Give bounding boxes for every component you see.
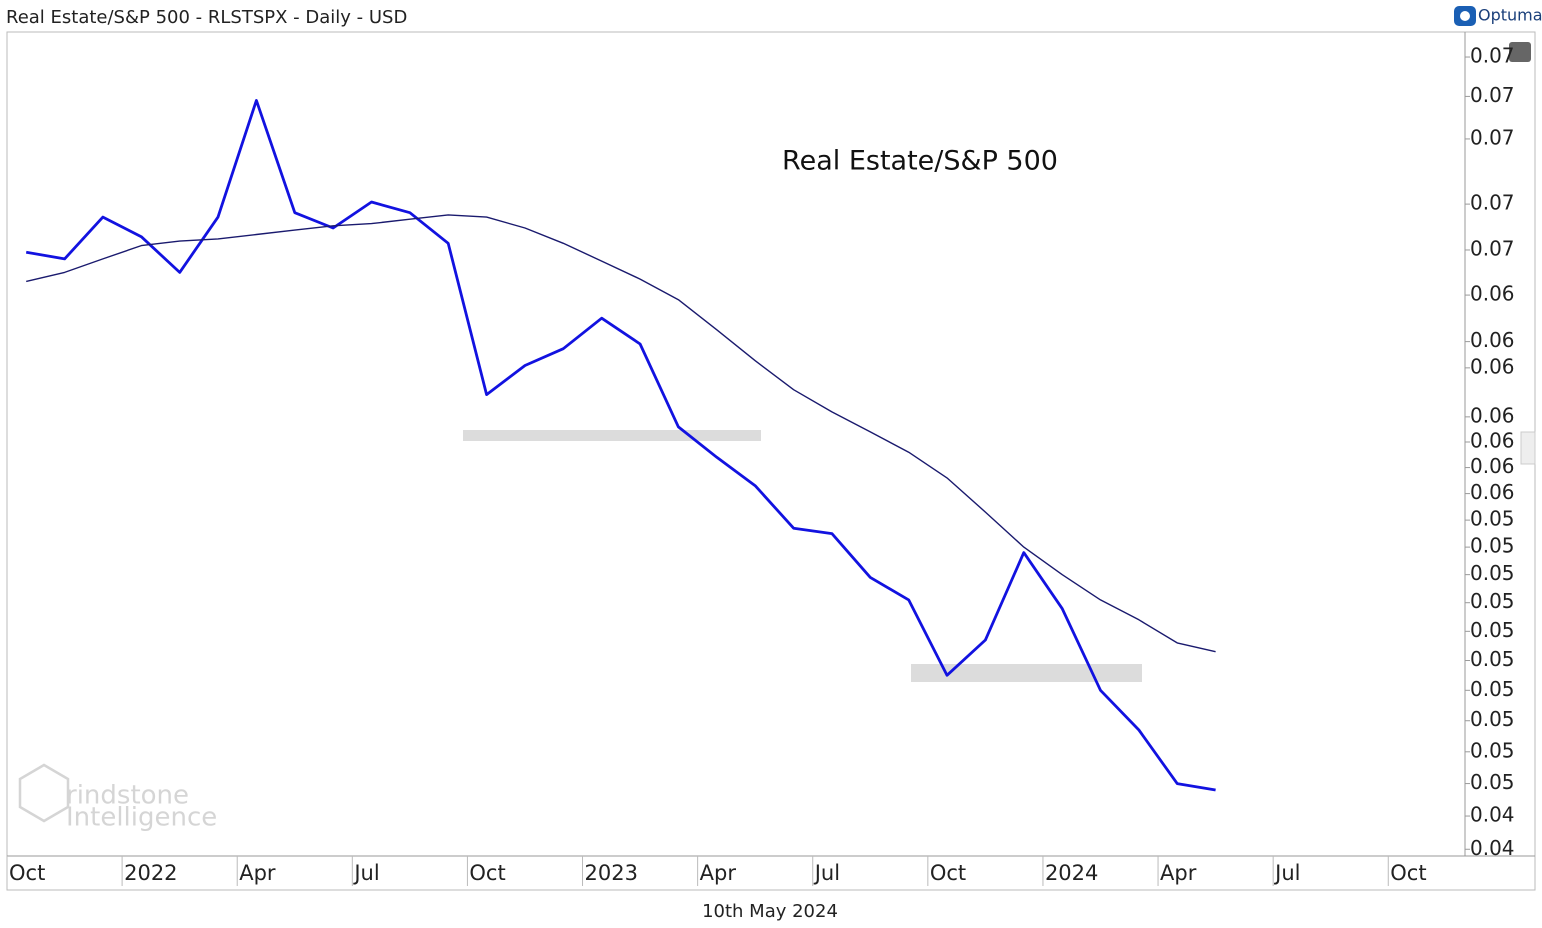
plot	[25, 99, 1216, 792]
watermark-text: Intelligence	[66, 803, 217, 833]
x-tick-label: Jul	[813, 861, 840, 885]
y-tick-label: 0.06	[1470, 354, 1515, 378]
brand: Optuma	[1478, 6, 1542, 25]
x-tick-label: 2022	[124, 861, 177, 885]
x-axis: Oct 2022 Apr Jul Oct 2023 Apr Jul Oct 2024 Apr Jul O…	[7, 856, 1427, 886]
x-tick-label: 2024	[1045, 861, 1098, 885]
y-tick-label: 0.05	[1470, 707, 1515, 731]
y-tick-label: 0.06	[1470, 403, 1515, 427]
x-tick-label: Apr	[700, 861, 737, 885]
y-tick-label: 0.05	[1470, 561, 1515, 585]
x-tick-label: Oct	[1390, 861, 1426, 885]
y-tick-label: 0.07	[1470, 44, 1515, 68]
x-tick-label: Oct	[9, 861, 45, 885]
x-tick-label: Jul	[352, 861, 379, 885]
y-tick-label: 0.06	[1470, 328, 1515, 352]
header-title: Real Estate/S&P 500 - RLSTSPX - Daily - …	[6, 7, 407, 28]
y-tick-label: 0.05	[1470, 770, 1515, 794]
y-tick-label: 0.06	[1470, 454, 1515, 478]
x-tick-label: 2023	[585, 861, 638, 885]
x-tick-label: Apr	[239, 861, 276, 885]
footer-date: 10th May 2024	[702, 901, 838, 922]
y-tick-label: 0.07	[1470, 236, 1515, 260]
y-tick-label: 0.05	[1470, 738, 1515, 762]
y-tick-label: 0.05	[1470, 589, 1515, 613]
watermark-text: rindstone	[66, 781, 189, 811]
y-tick-label: 0.05	[1470, 507, 1515, 531]
y-tick-label: 0.05	[1470, 618, 1515, 642]
y-tick-label: 0.07	[1470, 83, 1515, 107]
x-tick-label: Oct	[469, 861, 505, 885]
x-tick-label: Jul	[1273, 861, 1300, 885]
support-zone	[463, 430, 761, 441]
y-tick-label: 0.05	[1470, 677, 1515, 701]
y-tick-label: 0.04	[1470, 836, 1515, 860]
series-line	[25, 99, 1216, 792]
brand-icon-dot	[1460, 11, 1470, 21]
watermark: rindstone Intelligence	[18, 763, 217, 833]
side-handle[interactable]	[1520, 431, 1536, 465]
series-line	[26, 214, 1216, 653]
x-tick-label: Apr	[1160, 861, 1197, 885]
y-tick-label: 0.04	[1470, 803, 1515, 827]
y-tick-label: 0.06	[1470, 282, 1515, 306]
x-tick-label: Oct	[930, 861, 966, 885]
y-tick-label: 0.05	[1470, 647, 1515, 671]
y-tick-label: 0.06	[1470, 480, 1515, 504]
y-tick-label: 0.07	[1470, 191, 1515, 215]
y-tick-label: 0.05	[1470, 534, 1515, 558]
y-tick-label: 0.06	[1470, 428, 1515, 452]
y-tick-label: 0.07	[1470, 125, 1515, 149]
watermark-logo	[18, 763, 70, 823]
annotation: Real Estate/S&P 500	[782, 146, 1058, 177]
support-zone	[911, 664, 1142, 682]
lock-icon[interactable]	[1509, 42, 1531, 62]
